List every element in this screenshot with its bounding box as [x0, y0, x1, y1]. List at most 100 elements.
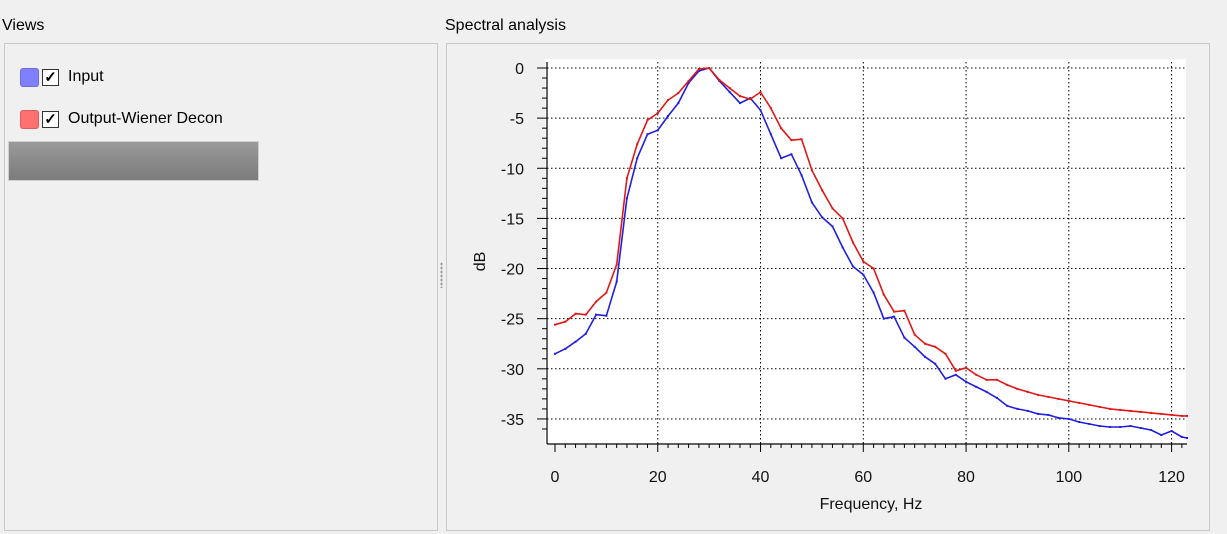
data-point: [1037, 412, 1039, 415]
data-point: [821, 189, 824, 192]
data-point: [924, 342, 926, 345]
data-point: [615, 280, 618, 283]
data-point: [1016, 387, 1019, 390]
y-tick-label: 0: [515, 61, 524, 78]
data-point: [780, 157, 783, 160]
data-point: [625, 197, 628, 200]
views-action-bar[interactable]: [8, 141, 259, 181]
data-point: [1016, 407, 1019, 410]
data-point: [1108, 407, 1111, 410]
data-point: [862, 260, 865, 263]
data-point: [934, 345, 937, 348]
y-tick-label: -5: [510, 111, 524, 128]
data-point: [697, 68, 700, 70]
data-point: [584, 332, 587, 335]
data-point: [636, 143, 639, 146]
data-point: [759, 91, 762, 94]
x-axis-label: Frequency, Hz: [820, 496, 923, 513]
data-point: [708, 67, 711, 69]
data-point: [872, 291, 875, 294]
data-point: [975, 385, 978, 388]
data-point: [595, 313, 598, 316]
data-point: [1139, 410, 1142, 413]
data-point: [1160, 412, 1163, 415]
data-point: [1047, 395, 1050, 398]
data-point: [677, 92, 680, 95]
x-tick-label: 80: [957, 469, 975, 486]
data-point: [739, 102, 741, 105]
data-point: [1057, 416, 1060, 419]
data-point: [687, 80, 690, 82]
y-tick-label: -25: [501, 312, 524, 329]
y-tick-label: -20: [501, 262, 524, 279]
data-point: [1026, 390, 1029, 393]
x-tick-label: 0: [551, 469, 560, 486]
data-point: [595, 300, 598, 303]
input-color-swatch[interactable]: [20, 67, 39, 87]
data-point: [1170, 413, 1173, 416]
data-point: [1186, 414, 1188, 417]
data-point: [810, 201, 813, 204]
data-point: [1067, 417, 1070, 420]
data-point: [625, 177, 628, 180]
data-point: [749, 98, 752, 101]
axes: 0 20 40 60 80 100 120 0 -5 -10 -15 -20 -25 -30 -35: [501, 61, 1187, 486]
data-point: [852, 241, 854, 244]
data-point: [1006, 404, 1009, 407]
output-color-swatch[interactable]: [20, 109, 39, 129]
y-tick-label: -15: [501, 211, 524, 228]
view-item-input[interactable]: ✓ Input: [20, 65, 104, 89]
data-point: [1108, 426, 1111, 428]
y-tick-label: -10: [501, 161, 524, 178]
data-point: [1150, 411, 1152, 414]
data-point: [564, 320, 567, 323]
y-axis-label: dB: [472, 252, 489, 272]
data-point: [605, 314, 608, 317]
data-point: [1129, 425, 1132, 427]
data-point: [1098, 425, 1101, 427]
data-point: [667, 99, 669, 102]
data-point: [934, 362, 937, 365]
data-point: [759, 109, 762, 112]
data-point: [903, 336, 906, 339]
data-point: [574, 312, 577, 315]
data-point: [769, 107, 772, 110]
data-point: [1006, 383, 1009, 386]
data-point: [800, 174, 803, 177]
series-lines: [554, 67, 1188, 439]
output-label: Output-Wiener Decon: [68, 110, 223, 127]
input-checkbox[interactable]: ✓: [42, 68, 59, 86]
data-point: [769, 133, 772, 136]
data-point: [924, 355, 926, 358]
data-point: [1119, 426, 1122, 428]
input-label: Input: [68, 68, 104, 85]
output-checkbox[interactable]: ✓: [42, 110, 59, 128]
data-point: [554, 323, 556, 326]
data-point: [985, 378, 988, 381]
x-tick-label: 20: [649, 469, 667, 486]
spectral-analysis-title: Spectral analysis: [445, 17, 566, 34]
data-point: [1037, 393, 1039, 396]
data-point: [841, 217, 844, 220]
data-point: [1026, 409, 1029, 412]
data-point: [739, 95, 741, 98]
view-item-output[interactable]: ✓ Output-Wiener Decon: [20, 107, 223, 131]
data-point: [1180, 436, 1183, 438]
data-point: [1139, 427, 1142, 429]
data-point: [882, 293, 885, 296]
data-point: [965, 380, 968, 383]
data-point: [656, 112, 659, 115]
data-point: [944, 377, 947, 380]
data-point: [1078, 401, 1081, 404]
data-point: [841, 246, 844, 249]
data-point: [831, 207, 834, 210]
data-point: [1150, 429, 1152, 431]
data-point: [687, 82, 690, 84]
splitter-handle[interactable]: [440, 262, 443, 288]
data-point: [954, 373, 957, 376]
data-point: [831, 225, 834, 228]
data-point: [1186, 437, 1188, 439]
data-point: [800, 138, 803, 141]
plot-background: [545, 59, 1186, 445]
data-point: [985, 390, 988, 393]
